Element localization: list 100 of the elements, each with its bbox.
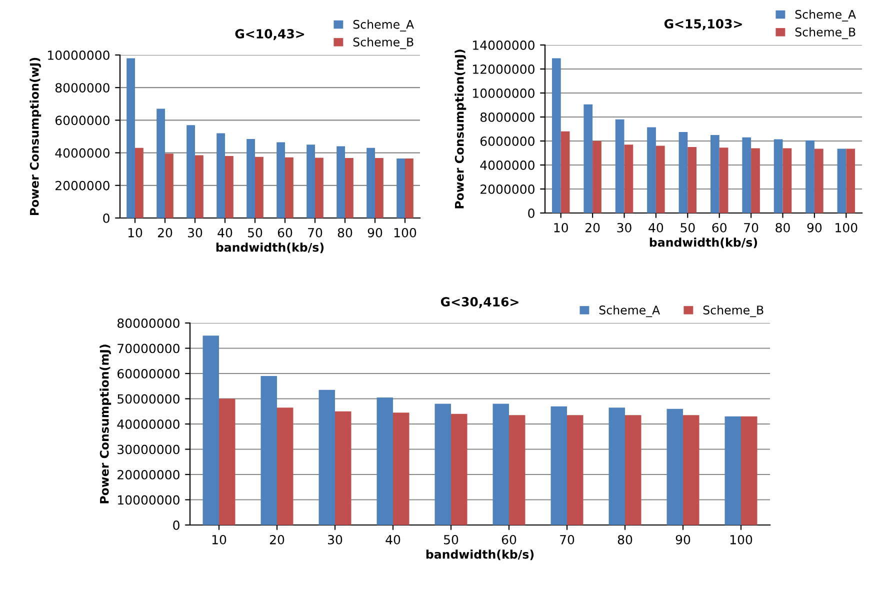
y-tick-label: 20000000 [118, 470, 180, 480]
y-axis-title: Power Consumption(mJ) [100, 344, 112, 504]
legend-label: Scheme_A [599, 305, 660, 318]
bar [710, 135, 720, 213]
bar [219, 398, 236, 525]
x-tick-label: 80 [776, 222, 790, 232]
y-tick-label: 10000000 [118, 495, 180, 505]
y-tick-label: 80000000 [118, 318, 180, 328]
bar [366, 148, 375, 218]
x-tick-label: 100 [836, 222, 858, 232]
bar [550, 406, 567, 525]
bar [277, 408, 294, 525]
x-tick-label: 30 [328, 534, 342, 544]
bar [846, 148, 856, 213]
x-tick-label: 100 [394, 228, 416, 238]
x-tick-label: 10 [212, 534, 226, 544]
x-tick-label: 40 [386, 534, 400, 544]
y-tick-label: 50000000 [118, 394, 180, 404]
legend-label: Scheme_A [795, 10, 856, 22]
bar [306, 144, 315, 218]
bar [509, 415, 526, 525]
bar [126, 58, 135, 218]
x-tick-label: 100 [730, 534, 752, 544]
bar [782, 148, 792, 213]
x-tick-label: 40 [648, 222, 664, 232]
bar [492, 404, 509, 525]
y-tick-label: 30000000 [118, 444, 180, 454]
y-axis-title: Power Consumption(wJ) [30, 58, 42, 216]
y-tick-label: 40000000 [117, 419, 180, 429]
x-tick-label: 10 [554, 222, 568, 232]
y-tick-label: 12000000 [473, 64, 534, 74]
bar [376, 397, 393, 525]
x-tick-label: 90 [368, 228, 382, 238]
x-axis-title: bandwidth(kb/s) [650, 238, 758, 248]
bar [742, 137, 752, 213]
bar [202, 336, 219, 525]
bar [625, 415, 642, 525]
bar [656, 146, 665, 213]
bar [666, 408, 683, 525]
x-axis-title: bandwidth(kb/s) [216, 242, 324, 254]
x-tick-label: 60 [712, 222, 726, 232]
x-tick-label: 90 [676, 534, 690, 544]
bar [315, 158, 324, 218]
bar [624, 144, 634, 213]
legend-label: Scheme_B [353, 37, 414, 50]
chart-title: G<10,43> [235, 29, 304, 40]
y-tick-label: 60000000 [118, 368, 180, 378]
bar [592, 141, 602, 213]
bar [647, 127, 656, 213]
x-tick-label: 70 [308, 228, 322, 238]
x-tick-label: 80 [618, 534, 632, 544]
bar [405, 158, 414, 218]
x-tick-label: 90 [807, 222, 822, 232]
y-tick-label: 0 [528, 208, 534, 218]
bar [225, 156, 234, 218]
y-tick-label: 8000000 [480, 112, 534, 122]
x-tick-label: 70 [744, 222, 758, 232]
x-axis-title: bandwidth(kb/s) [426, 550, 534, 560]
x-tick-label: 50 [248, 228, 262, 238]
bar [451, 414, 468, 525]
y-tick-label: 6000000 [55, 116, 110, 126]
x-tick-label: 50 [444, 534, 458, 544]
legend-label: Scheme_A [353, 20, 414, 32]
y-tick-label: 8000000 [55, 83, 110, 93]
y-tick-label: 2000000 [480, 184, 534, 194]
bar [375, 158, 384, 218]
x-tick-label: 30 [617, 222, 632, 232]
x-tick-label: 60 [502, 534, 516, 544]
bar [774, 139, 783, 213]
bar [814, 148, 824, 213]
bar [552, 58, 561, 213]
y-tick-label: 4000000 [480, 160, 534, 170]
x-tick-label: 70 [560, 534, 574, 544]
bar [678, 132, 688, 213]
bar [255, 156, 264, 218]
x-tick-label: 40 [218, 228, 232, 238]
bar [345, 158, 354, 218]
y-tick-label: 0 [103, 213, 110, 223]
bar [806, 140, 814, 213]
y-tick-label: 10000000 [473, 88, 534, 98]
bar [608, 408, 625, 525]
chart-title: G<30,416> [440, 297, 518, 308]
y-tick-label: 4000000 [55, 148, 110, 158]
bar [156, 108, 165, 218]
x-tick-label: 20 [270, 534, 284, 544]
x-tick-label: 20 [586, 222, 600, 232]
y-tick-label: 2000000 [56, 180, 110, 190]
bar [751, 148, 760, 213]
bar [318, 390, 335, 525]
bar [276, 142, 285, 218]
bar [724, 416, 741, 525]
bar [216, 133, 225, 218]
y-tick-label: 70000000 [118, 344, 180, 354]
bar [683, 415, 700, 525]
bar [615, 119, 624, 213]
x-tick-label: 10 [128, 228, 142, 238]
bar [719, 148, 728, 213]
bar [741, 416, 758, 525]
chart-title: G<15,103> [664, 19, 742, 30]
x-tick-label: 30 [188, 228, 202, 238]
